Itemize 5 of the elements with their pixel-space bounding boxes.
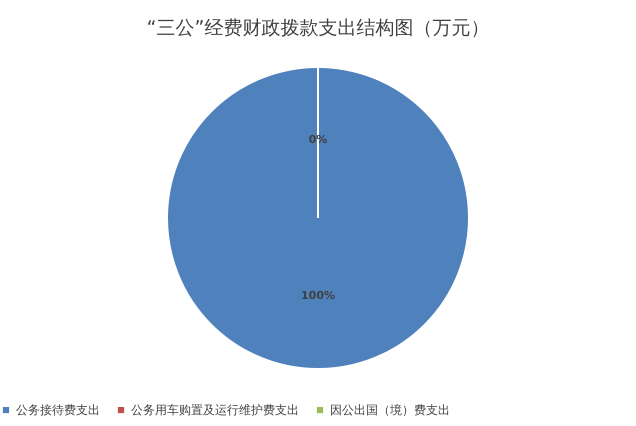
- chart-title: “三公”经费财政拨款支出结构图（万元）: [146, 17, 490, 39]
- legend-label: 公务接待费支出: [16, 403, 100, 418]
- data-label: 100%: [301, 289, 335, 302]
- legend-label: 公务用车购置及运行维护费支出: [131, 403, 299, 418]
- legend-label: 因公出国（境）费支出: [330, 403, 450, 418]
